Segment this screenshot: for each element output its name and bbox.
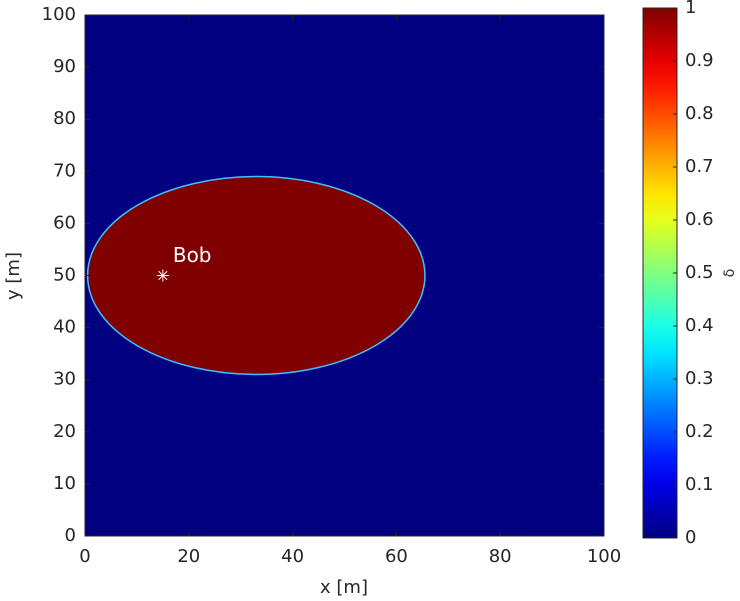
marker-stroke xyxy=(158,270,168,281)
x-tick-label: 60 xyxy=(385,546,408,567)
colorbar-tick-label: 1 xyxy=(685,0,696,18)
colorbar-tick-label: 0 xyxy=(685,527,696,548)
point-marker xyxy=(156,269,169,282)
colorbar-tick-label: 0.8 xyxy=(685,103,714,124)
colorbar-tick-label: 0.6 xyxy=(685,209,714,230)
y-tick-label: 40 xyxy=(53,317,76,338)
y-tick-label: 20 xyxy=(53,421,76,442)
y-axis-label: y [m] xyxy=(3,252,24,300)
y-tick-label: 70 xyxy=(53,160,76,181)
y-tick-label: 10 xyxy=(53,473,76,494)
x-tick-label: 0 xyxy=(79,546,90,567)
colorbar-tick-label: 0.5 xyxy=(685,262,714,283)
x-tick-label: 80 xyxy=(489,546,512,567)
x-tick-label: 100 xyxy=(587,546,621,567)
colorbar-label: δ xyxy=(722,269,738,278)
y-tick-label: 30 xyxy=(53,369,76,390)
x-tick-label: 40 xyxy=(281,546,304,567)
colorbar-tick-label: 0.9 xyxy=(685,50,714,71)
colorbar-tick-label: 0.7 xyxy=(685,156,714,177)
colorbar-tick-label: 0.4 xyxy=(685,315,714,336)
colorbar-tick-label: 0.3 xyxy=(685,368,714,389)
y-tick-label: 90 xyxy=(53,56,76,77)
y-tick-label: 80 xyxy=(53,108,76,129)
y-tick-label: 100 xyxy=(42,4,76,25)
heatmap-region xyxy=(86,175,426,376)
point-label: Bob xyxy=(173,243,212,267)
plot-area xyxy=(85,15,604,536)
colorbar xyxy=(642,7,678,539)
x-axis-label: x [m] xyxy=(320,577,368,598)
y-tick-label: 60 xyxy=(53,212,76,233)
y-tick-label: 50 xyxy=(53,265,76,286)
colorbar-tick-label: 0.2 xyxy=(685,421,714,442)
x-tick-label: 20 xyxy=(177,546,200,567)
y-tick-label: 0 xyxy=(65,525,76,546)
colorbar-tick-label: 0.1 xyxy=(685,474,714,495)
